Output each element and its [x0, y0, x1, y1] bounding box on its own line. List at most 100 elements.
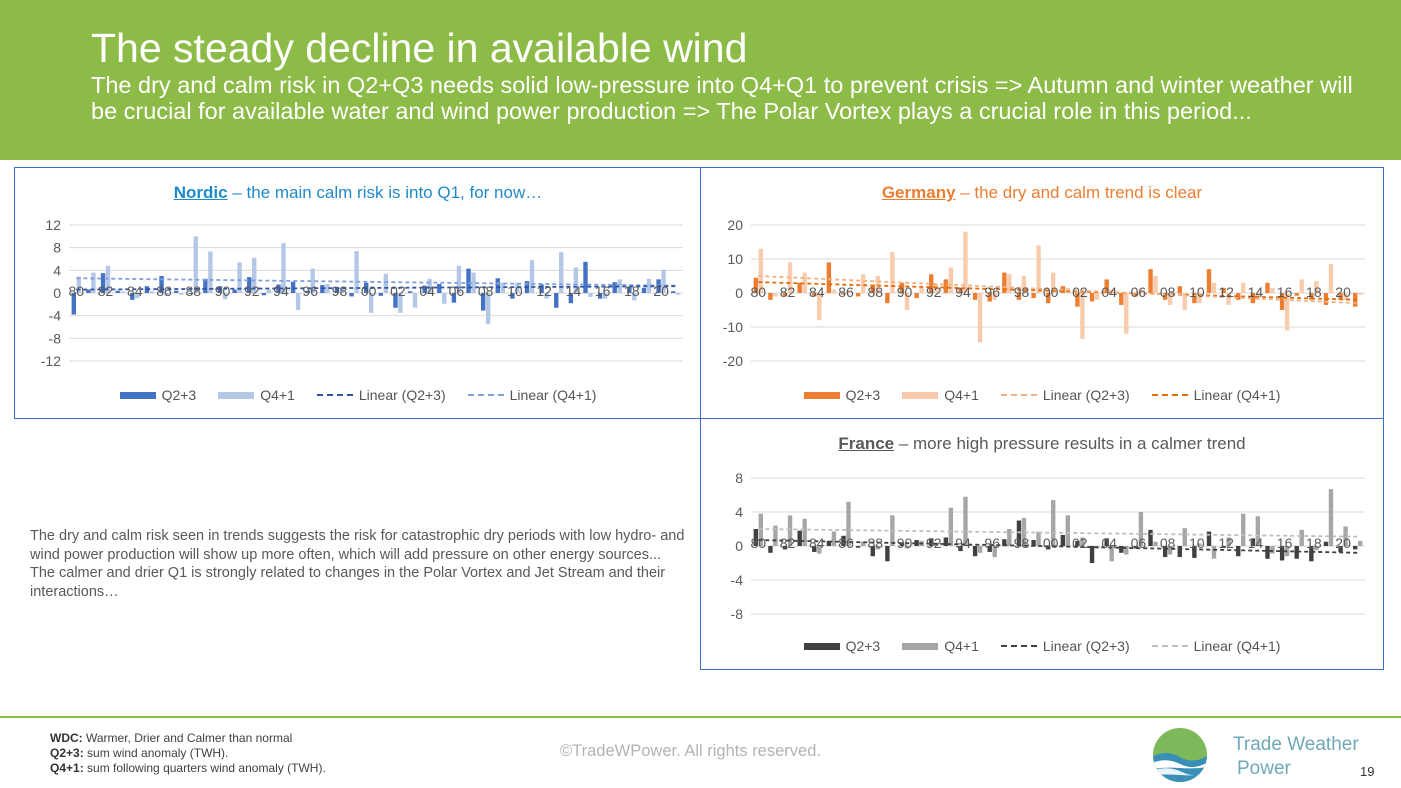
bar-q4-1 [773, 293, 778, 297]
legend-line [1151, 645, 1188, 647]
bar-q4-1 [992, 293, 997, 300]
y-tick-label: 12 [45, 217, 61, 233]
x-tick-label: 98 [1014, 535, 1030, 551]
bar-q2-3 [812, 546, 817, 552]
bar-q4-1 [237, 262, 242, 293]
bar-q2-3 [1016, 293, 1022, 300]
body-paragraph: The calmer and drier Q1 is strongly rela… [30, 565, 666, 600]
germany-chart: 20 10 0 -10 -20 80 82 84 86 88 90 92 94 96 98 00 02 04 06 0… [723, 217, 1365, 369]
x-tick-label: 00 [1043, 284, 1059, 300]
bar-q2-3 [1279, 293, 1285, 310]
y-tick-label: 0 [735, 285, 743, 301]
bar-q2-3 [1338, 293, 1343, 300]
bar-q2-3 [929, 538, 934, 546]
bar-q2-3 [1119, 546, 1124, 553]
bar-q2-3 [1353, 546, 1358, 550]
x-tick-label: 16 [595, 283, 611, 299]
bar-q4-1 [1153, 276, 1158, 293]
bar-q2-3 [480, 293, 486, 311]
bar-q4-1 [544, 293, 549, 299]
bar-q4-1 [1241, 282, 1246, 293]
x-tick-label: 20 [653, 283, 669, 299]
bar-q2-3 [1250, 538, 1256, 546]
x-tick-label: 12 [1218, 535, 1234, 551]
bar-q4-1 [1021, 517, 1027, 546]
y-tick-label: 20 [727, 217, 743, 233]
footnote: Q2+3: sum wind anomaly (TWH). [50, 746, 326, 761]
x-tick-label: 86 [838, 535, 854, 551]
x-tick-label: 00 [1043, 535, 1059, 551]
bar-q2-3 [495, 278, 500, 293]
bar-q2-3 [943, 537, 949, 546]
bar-q2-3 [885, 293, 890, 304]
bar-q4-1 [149, 291, 155, 293]
bar-q2-3 [1133, 546, 1139, 549]
x-tick-label: 14 [566, 283, 582, 299]
nordic-title-rest: – the main calm risk is into Q1, for now… [227, 183, 543, 202]
bar-q2-3 [554, 293, 559, 308]
bar-q4-1 [310, 268, 315, 293]
bar-q4-1 [977, 293, 983, 343]
x-tick-label: 92 [244, 283, 260, 299]
bar-q2-3 [1046, 293, 1051, 304]
bar-q4-1 [890, 252, 895, 293]
bar-q2-3 [1031, 293, 1036, 299]
legend-item: Q4+1 [218, 387, 295, 403]
y-tick-label: -4 [731, 572, 744, 588]
bar-q4-1 [1211, 282, 1217, 293]
bar-q4-1 [846, 501, 851, 546]
y-tick-label: 0 [735, 538, 743, 554]
bar-q4-1 [164, 293, 169, 296]
bar-q4-1 [1314, 546, 1319, 551]
legend-label: Linear (Q2+3) [1042, 638, 1130, 654]
page-number: 19 [1360, 764, 1375, 779]
footnote: Q4+1: sum following quarters wind anomal… [50, 761, 326, 776]
y-tick-label: -4 [49, 308, 62, 324]
bar-q2-3 [1060, 534, 1066, 546]
bar-q4-1 [1270, 546, 1275, 554]
x-tick-label: 96 [302, 283, 318, 299]
bar-q2-3 [987, 546, 992, 552]
legend-item: Q4+1 [902, 387, 979, 403]
bar-q4-1 [1343, 293, 1348, 300]
legend-label: Q2+3 [161, 387, 197, 403]
bar-q2-3 [641, 287, 647, 293]
bar-q2-3 [290, 281, 296, 293]
germany-legend: Q2+3 Q4+1 Linear (Q2+3) Linear (Q4+1) [701, 387, 1383, 403]
legend-swatch [902, 642, 939, 650]
bar-q4-1 [1050, 272, 1056, 293]
bar-q2-3 [782, 546, 788, 550]
y-tick-label: -8 [731, 606, 744, 622]
bar-q4-1 [773, 525, 778, 546]
legend-item: Q4+1 [902, 638, 979, 654]
bar-q2-3 [1265, 282, 1270, 293]
bar-q4-1 [1080, 537, 1085, 546]
bar-q2-3 [1104, 279, 1109, 293]
bar-q2-3 [437, 283, 442, 293]
footnote-text: Warmer, Drier and Calmer than normal [86, 731, 293, 745]
x-tick-label: 06 [1131, 535, 1147, 551]
x-tick-label: 10 [1189, 535, 1205, 551]
legend-item: Q2+3 [119, 387, 197, 403]
bar-q4-1 [860, 274, 866, 293]
bar-q4-1 [398, 293, 403, 313]
legend-swatch [119, 391, 156, 399]
bar-q4-1 [76, 276, 81, 293]
bar-q4-1 [963, 231, 968, 293]
bar-q2-3 [899, 282, 905, 293]
france-chart: 840-4-880 82 84 86 88 90 92 94 96 98 00 02 04 06 08 10 1… [731, 470, 1365, 622]
legend-label: Linear (Q4+1) [1193, 387, 1281, 403]
bar-q4-1 [758, 248, 763, 293]
x-tick-label: 80 [751, 535, 767, 551]
y-tick-label: -20 [723, 353, 743, 369]
x-tick-label: 90 [897, 284, 913, 300]
legend-swatch [902, 391, 939, 399]
bar-q2-3 [826, 262, 832, 293]
bar-q2-3 [1162, 546, 1168, 558]
bar-q4-1 [91, 272, 96, 293]
x-tick-label: 04 [1101, 535, 1117, 551]
x-tick-label: 94 [955, 284, 971, 300]
bar-q4-1 [904, 546, 910, 549]
france-chart-panel: 8 4 0 -4 -8 80 82 84 86 88 90 92 94 96 98 00 02 04 06 08 10 1… [700, 418, 1384, 670]
